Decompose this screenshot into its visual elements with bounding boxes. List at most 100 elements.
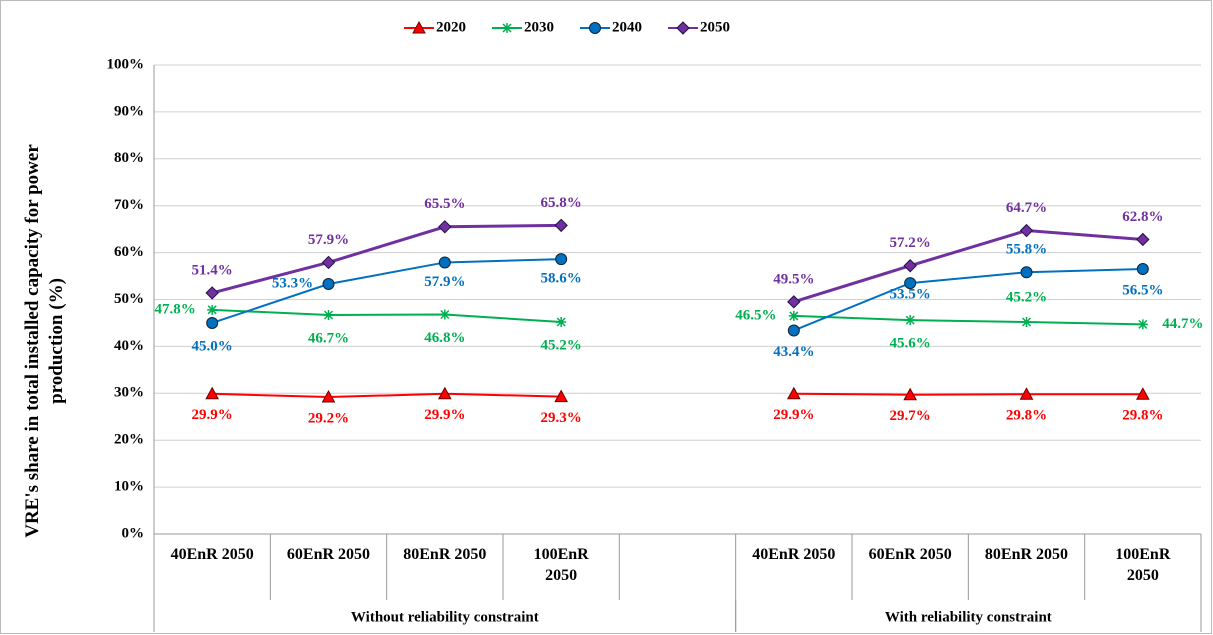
x-tick-box: 40EnR 2050 [170, 546, 254, 563]
y-tick-label: 70% [114, 197, 144, 213]
data-label: 29.2% [308, 410, 349, 426]
data-label: 65.5% [424, 196, 465, 212]
marker [905, 315, 916, 326]
y-tick-label: 50% [114, 291, 144, 307]
marker [205, 386, 220, 400]
marker [322, 278, 335, 291]
marker [786, 386, 801, 400]
y-tick-label: 0% [122, 525, 145, 541]
x-tick-label: 40EnR 2050 [170, 546, 254, 563]
group-label: With reliability constraint [885, 609, 1052, 625]
data-label: 64.7% [1006, 200, 1047, 216]
marker [1135, 387, 1150, 400]
x-tick-box: 80EnR 2050 [984, 546, 1069, 563]
data-label: 47.8% [155, 301, 196, 317]
marker [904, 277, 917, 290]
data-label: 62.8% [1122, 209, 1163, 225]
x-tick-label: 80EnR 2050 [984, 546, 1069, 563]
series-line [212, 308, 1143, 326]
data-label: 44.7% [1162, 316, 1203, 332]
data-label: 46.8% [424, 330, 465, 346]
marker [556, 317, 567, 328]
marker [903, 259, 917, 273]
legend-label: 2020 [436, 19, 466, 35]
data-label: 46.7% [308, 330, 349, 346]
marker [321, 390, 336, 403]
data-label: 29.7% [890, 408, 931, 424]
marker [787, 324, 800, 337]
x-tick-label: 60EnR 2050 [286, 546, 371, 563]
data-label: 45.0% [192, 338, 233, 354]
x-tick-box: 60EnR 2050 [286, 546, 371, 563]
data-label: 57.9% [308, 232, 349, 248]
marker [437, 386, 452, 400]
data-label: 49.5% [773, 271, 814, 287]
data-label: 51.4% [192, 262, 233, 278]
marker [205, 286, 219, 300]
data-label: 58.6% [541, 271, 582, 287]
marker [439, 309, 450, 320]
marker [1136, 263, 1149, 276]
data-label: 55.8% [1006, 242, 1047, 258]
marker [903, 387, 918, 401]
y-tick-label: 100% [107, 56, 145, 72]
marker [1020, 266, 1033, 279]
marker [438, 256, 451, 269]
group-label: Without reliability constraint [351, 609, 539, 625]
legend-label: 2030 [524, 19, 554, 35]
y-tick-label: 40% [114, 338, 144, 354]
data-label: 53.5% [890, 287, 931, 303]
marker [554, 218, 568, 233]
x-tick-box: 60EnR 2050 [868, 546, 952, 563]
data-label: 56.5% [1122, 282, 1163, 298]
data-label: 29.9% [424, 407, 465, 423]
data-label: 65.8% [541, 195, 582, 211]
x-tick-label: 80EnR 2050 [403, 546, 487, 563]
data-label: 29.8% [1006, 408, 1047, 424]
marker [207, 304, 218, 315]
legend-marker [412, 20, 426, 34]
legend-label: 2050 [700, 19, 730, 35]
data-label: 45.6% [890, 336, 931, 352]
y-tick-label: 10% [114, 479, 144, 495]
marker [554, 389, 569, 403]
y-tick-label: 20% [114, 432, 144, 448]
x-tick-box: 100EnR 2050 [533, 546, 589, 584]
legend-marker [676, 21, 690, 35]
data-label: 43.4% [773, 344, 814, 360]
marker [788, 310, 799, 321]
x-tick-box: 80EnR 2050 [403, 546, 487, 563]
marker [1021, 317, 1032, 328]
x-tick-label: 60EnR 2050 [868, 546, 952, 563]
data-label: 46.5% [735, 307, 776, 323]
x-tick-box: 40EnR 2050 [752, 546, 836, 563]
marker [438, 220, 452, 234]
marker [787, 295, 801, 309]
data-label: 29.3% [541, 410, 582, 426]
marker [1136, 232, 1150, 247]
marker [1019, 223, 1034, 238]
marker [323, 309, 334, 320]
data-label: 45.2% [541, 337, 582, 353]
data-label: 53.3% [272, 275, 313, 291]
data-label: 29.8% [1122, 408, 1163, 424]
y-tick-label: 80% [114, 150, 144, 166]
marker [321, 255, 336, 270]
series-line [211, 258, 1143, 332]
y-tick-label: 30% [114, 385, 144, 401]
marker [1019, 387, 1034, 400]
series-line [211, 223, 1143, 304]
data-label: 45.2% [1006, 289, 1047, 305]
legend-marker [589, 22, 601, 34]
x-tick-label: 40EnR 2050 [752, 546, 836, 563]
x-tick-label: 100EnR 2050 [533, 546, 589, 584]
legend-marker [502, 23, 512, 33]
series-line [212, 392, 1143, 399]
marker [555, 253, 568, 266]
data-label: 29.9% [773, 407, 814, 423]
y-tick-label: 60% [114, 244, 144, 260]
x-tick-box: 100EnR 2050 [1115, 546, 1170, 584]
y-tick-label: 90% [114, 103, 144, 119]
